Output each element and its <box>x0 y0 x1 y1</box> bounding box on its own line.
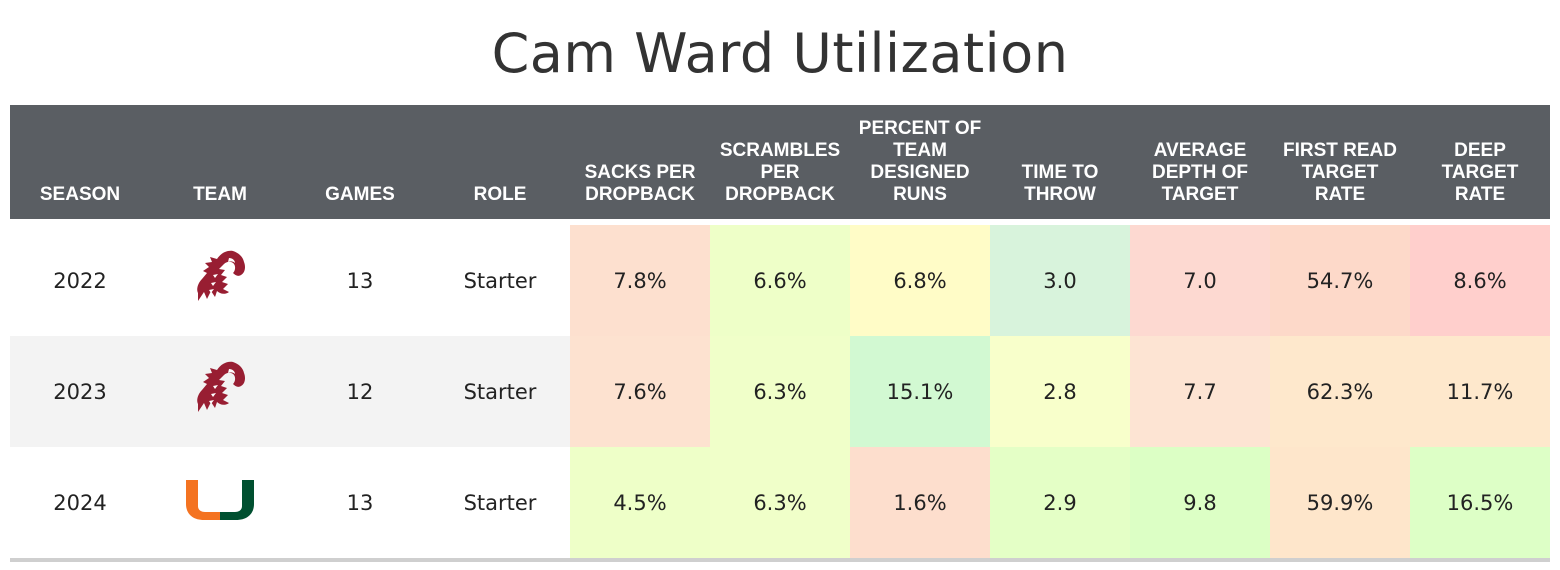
column-header-deep-target-rate: DEEP TARGET RATE <box>1441 140 1519 205</box>
column-header-team: TEAM <box>193 184 247 205</box>
sacks-per-dropback-cell: 7.6% <box>570 336 710 447</box>
team-cell <box>150 447 290 558</box>
miami-u-logo <box>186 480 254 525</box>
table-header: SEASON TEAM GAMES ROLE SACKS PER DROPBAC… <box>10 105 1550 219</box>
table-row: 2023 12 Starter 7.6% 6.3% 15.1% 2.8 7.7 62.3% 11.… <box>10 336 1550 447</box>
deep-target-rate-cell: 8.6% <box>1410 225 1550 336</box>
time-to-throw-cell: 3.0 <box>990 225 1130 336</box>
games-cell: 12 <box>290 336 430 447</box>
designed-runs-cell: 15.1% <box>850 336 990 447</box>
column-header-games: GAMES <box>325 184 395 205</box>
first-read-target-rate-cell: 59.9% <box>1270 447 1410 558</box>
page-title: Cam Ward Utilization <box>491 22 1069 85</box>
first-read-target-rate-cell: 62.3% <box>1270 336 1410 447</box>
role-cell: Starter <box>430 447 570 558</box>
deep-target-rate-cell: 11.7% <box>1410 336 1550 447</box>
role-cell: Starter <box>430 336 570 447</box>
header-row: SEASON TEAM GAMES ROLE SACKS PER DROPBAC… <box>10 105 1550 219</box>
column-header-scrambles-per-dropback: SCRAMBLES PER DROPBACK <box>719 140 841 205</box>
column-header-average-depth-of-target: AVERAGE DEPTH OF TARGET <box>1151 140 1249 205</box>
season-cell: 2022 <box>10 225 150 336</box>
role-cell: Starter <box>430 225 570 336</box>
team-cell <box>150 225 290 336</box>
average-depth-of-target-cell: 7.7 <box>1130 336 1270 447</box>
column-header-designed-runs: PERCENT OF TEAM DESIGNED RUNS <box>858 118 982 205</box>
column-header-season: SEASON <box>39 184 121 205</box>
average-depth-of-target-cell: 7.0 <box>1130 225 1270 336</box>
washington-state-cougar-logo <box>189 358 251 425</box>
games-cell: 13 <box>290 225 430 336</box>
designed-runs-cell: 1.6% <box>850 447 990 558</box>
deep-target-rate-cell: 16.5% <box>1410 447 1550 558</box>
average-depth-of-target-cell: 9.8 <box>1130 447 1270 558</box>
header-gap <box>10 219 1550 225</box>
scrambles-per-dropback-cell: 6.3% <box>710 447 850 558</box>
games-cell: 13 <box>290 447 430 558</box>
table-row: 2022 13 Starter 7.8% 6.6% 6.8% 3.0 7.0 54.7% 8.6% <box>10 225 1550 336</box>
table-body: 2022 13 Starter 7.8% 6.6% 6.8% 3.0 7.0 54.7% 8.6%… <box>10 225 1550 558</box>
time-to-throw-cell: 2.9 <box>990 447 1130 558</box>
scrambles-per-dropback-cell: 6.6% <box>710 225 850 336</box>
column-header-sacks-per-dropback: SACKS PER DROPBACK <box>584 162 696 205</box>
column-header-first-read-target-rate: FIRST READ TARGET RATE <box>1283 140 1397 205</box>
scrambles-per-dropback-cell: 6.3% <box>710 336 850 447</box>
column-header-time-to-throw: TIME TO THROW <box>1021 162 1099 205</box>
column-header-role: ROLE <box>473 184 527 205</box>
table-bottom-rule <box>10 558 1550 562</box>
sacks-per-dropback-cell: 4.5% <box>570 447 710 558</box>
time-to-throw-cell: 2.8 <box>990 336 1130 447</box>
table-row: 2024 13 Starter 4.5% 6.3% 1.6% 2.9 9.8 59.9% 16.5… <box>10 447 1550 558</box>
first-read-target-rate-cell: 54.7% <box>1270 225 1410 336</box>
washington-state-cougar-logo <box>189 247 251 314</box>
season-cell: 2023 <box>10 336 150 447</box>
utilization-table: SEASON TEAM GAMES ROLE SACKS PER DROPBAC… <box>10 105 1550 558</box>
season-cell: 2024 <box>10 447 150 558</box>
designed-runs-cell: 6.8% <box>850 225 990 336</box>
sacks-per-dropback-cell: 7.8% <box>570 225 710 336</box>
team-cell <box>150 336 290 447</box>
